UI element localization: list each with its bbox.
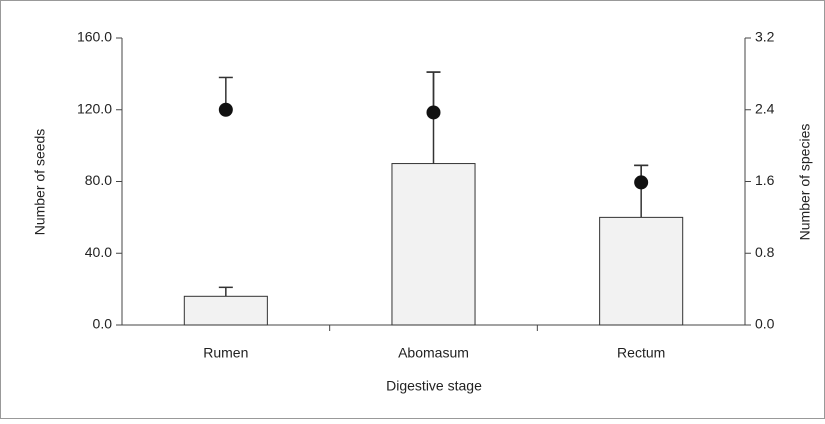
y2-tick-label: 3.2 (755, 29, 775, 45)
x-tick-label: Rumen (203, 345, 248, 361)
marker (218, 102, 233, 117)
y-tick-label: 0.0 (93, 316, 113, 332)
bar (599, 216, 684, 326)
y2-axis-title: Number of species (797, 124, 813, 241)
x-axis-title: Digestive stage (386, 378, 482, 394)
y-axis-title: Number of seeds (32, 129, 48, 236)
bar (183, 295, 268, 326)
marker (426, 105, 441, 120)
y2-tick-label: 0.0 (755, 316, 775, 332)
x-tick-label: Abomasum (398, 345, 469, 361)
bar (391, 163, 476, 326)
y2-tick-label: 2.4 (755, 100, 775, 116)
y-tick-label: 120.0 (77, 100, 112, 116)
y2-tick-label: 1.6 (755, 172, 775, 188)
y2-tick-label: 0.8 (755, 244, 775, 260)
marker (634, 175, 649, 190)
y-tick-label: 160.0 (77, 29, 112, 45)
y-tick-label: 80.0 (85, 172, 112, 188)
y-tick-label: 40.0 (85, 244, 112, 260)
x-tick-label: Rectum (617, 345, 665, 361)
